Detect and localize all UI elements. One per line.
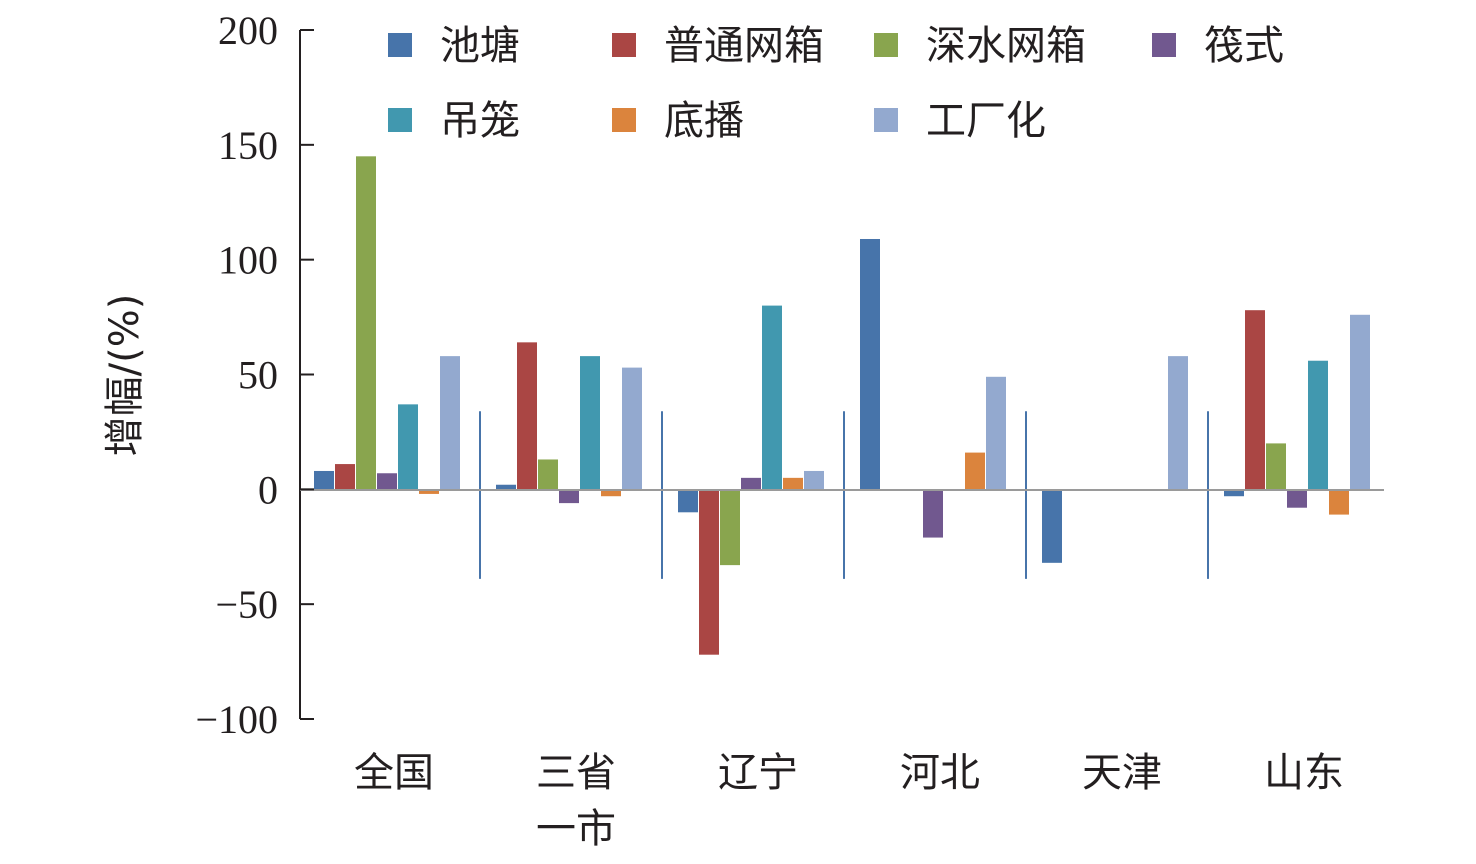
- bar: [741, 477, 761, 490]
- legend-label: 工厂化: [926, 98, 1046, 144]
- bar: [923, 489, 943, 538]
- y-tick-label: 50: [238, 353, 278, 398]
- bar: [1287, 489, 1307, 508]
- y-tick-label: 200: [218, 8, 278, 53]
- bar: [398, 404, 418, 490]
- y-tick-label: −100: [195, 697, 278, 742]
- bar: [1329, 489, 1349, 515]
- bar: [1266, 443, 1286, 490]
- bar: [1350, 314, 1370, 490]
- bar: [1224, 489, 1244, 497]
- legend-label: 深水网箱: [926, 23, 1086, 69]
- bars: [314, 156, 1370, 655]
- legend-label: 底播: [664, 98, 744, 144]
- bar: [1168, 356, 1188, 490]
- bar: [356, 156, 376, 490]
- y-tick-label: 100: [218, 238, 278, 283]
- x-category-label: 一市: [536, 806, 616, 852]
- bar: [419, 489, 439, 494]
- bar: [377, 473, 397, 490]
- legend-swatch: [388, 108, 412, 132]
- y-axis-label: 增幅/(%): [102, 294, 148, 457]
- bar: [1308, 360, 1328, 490]
- bar: [314, 470, 334, 490]
- bar: [601, 489, 621, 497]
- legend-swatch: [612, 33, 636, 57]
- x-category-label: 天津: [1082, 750, 1162, 796]
- bar: [783, 477, 803, 490]
- x-category-label: 三省: [536, 750, 616, 796]
- legend-label: 筏式: [1204, 23, 1284, 69]
- bar: [860, 238, 880, 490]
- bar: [699, 489, 719, 655]
- bar: [517, 342, 537, 490]
- bar: [335, 464, 355, 490]
- x-category-label: 全国: [354, 750, 434, 796]
- y-tick-label: −50: [215, 582, 278, 627]
- bar: [440, 356, 460, 490]
- legend-swatch: [1152, 33, 1176, 57]
- legend-swatch: [612, 108, 636, 132]
- y-tick-label: 0: [258, 467, 278, 512]
- bar: [496, 484, 516, 490]
- x-category-label: 辽宁: [718, 750, 798, 796]
- bar: [720, 489, 740, 566]
- bar: [1245, 310, 1265, 490]
- bar: [1042, 489, 1062, 563]
- bar: [678, 489, 698, 513]
- y-tick-label: 150: [218, 123, 278, 168]
- legend-label: 吊笼: [440, 98, 520, 144]
- y-ticks: 200 150 100 50 0 −50 −100: [195, 8, 314, 742]
- legend-swatch: [388, 33, 412, 57]
- legend-label: 普通网箱: [664, 23, 824, 69]
- bar: [965, 452, 985, 490]
- bar: [559, 489, 579, 504]
- plot-area: [479, 411, 1209, 579]
- bar: [804, 470, 824, 490]
- legend-swatch: [874, 108, 898, 132]
- legend-swatch: [874, 33, 898, 57]
- bar: [762, 305, 782, 490]
- x-category-label: 河北: [900, 750, 980, 796]
- legend-label: 池塘: [440, 23, 520, 69]
- bar: [538, 459, 558, 490]
- bar: [622, 367, 642, 490]
- bar: [580, 356, 600, 490]
- x-category-label: 山东: [1264, 750, 1344, 796]
- bar: [986, 376, 1006, 490]
